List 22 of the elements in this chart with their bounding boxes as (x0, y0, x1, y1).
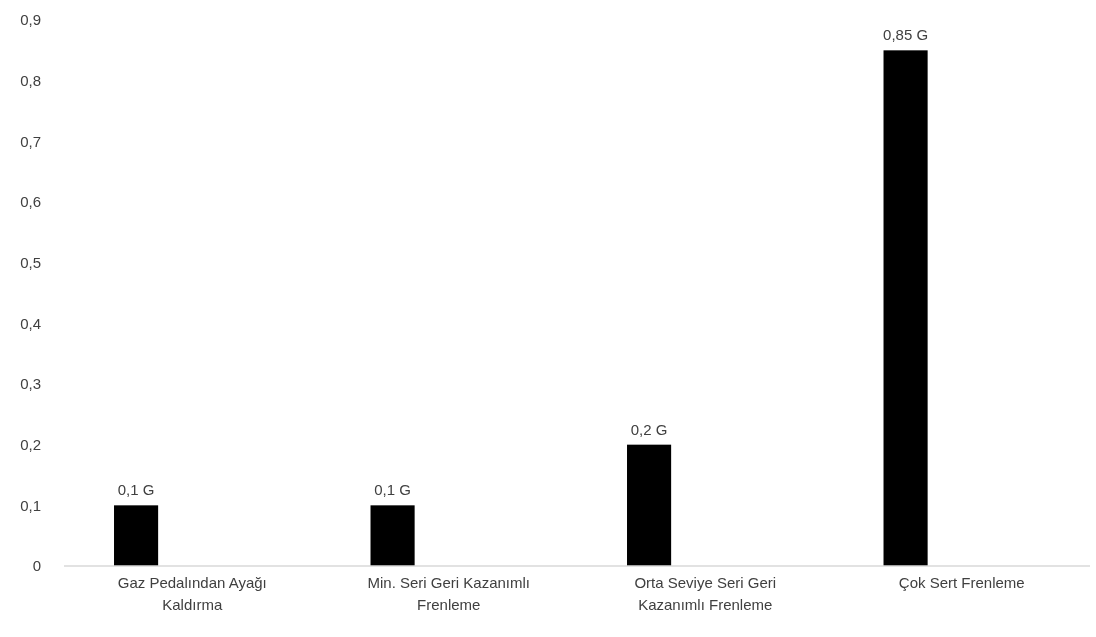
y-tick-label: 0,9 (20, 11, 41, 29)
y-tick-label: 0,2 (20, 435, 41, 453)
data-label: 0,2 G (630, 420, 668, 438)
y-tick-label: 0,7 (20, 132, 41, 150)
data-label: 0,1 G (117, 481, 155, 499)
bar (883, 50, 928, 566)
y-tick-label: 0,8 (20, 71, 41, 89)
data-label: 0,1 G (374, 481, 411, 499)
bar (114, 505, 159, 566)
x-tick-label: Orta Seviye Seri Geri Kazanımlı Frenleme (634, 574, 777, 613)
x-tick-label: Min. Seri Geri Kazanımlı Frenleme (367, 574, 531, 613)
bar (370, 505, 415, 566)
data-label: 0,85 G (883, 26, 929, 44)
y-tick-label: 0,5 (20, 253, 41, 271)
y-tick-label: 0,6 (20, 193, 41, 211)
bar (627, 444, 672, 566)
y-tick-label: 0 (32, 557, 41, 575)
x-tick-label: Çok Sert Frenleme (898, 574, 1025, 591)
y-tick-label: 0,1 (20, 496, 41, 514)
y-tick-label: 0,3 (20, 375, 41, 393)
y-tick-label: 0,4 (20, 314, 41, 332)
x-tick-label: Gaz Pedalından Ayağı Kaldırma (117, 574, 267, 613)
